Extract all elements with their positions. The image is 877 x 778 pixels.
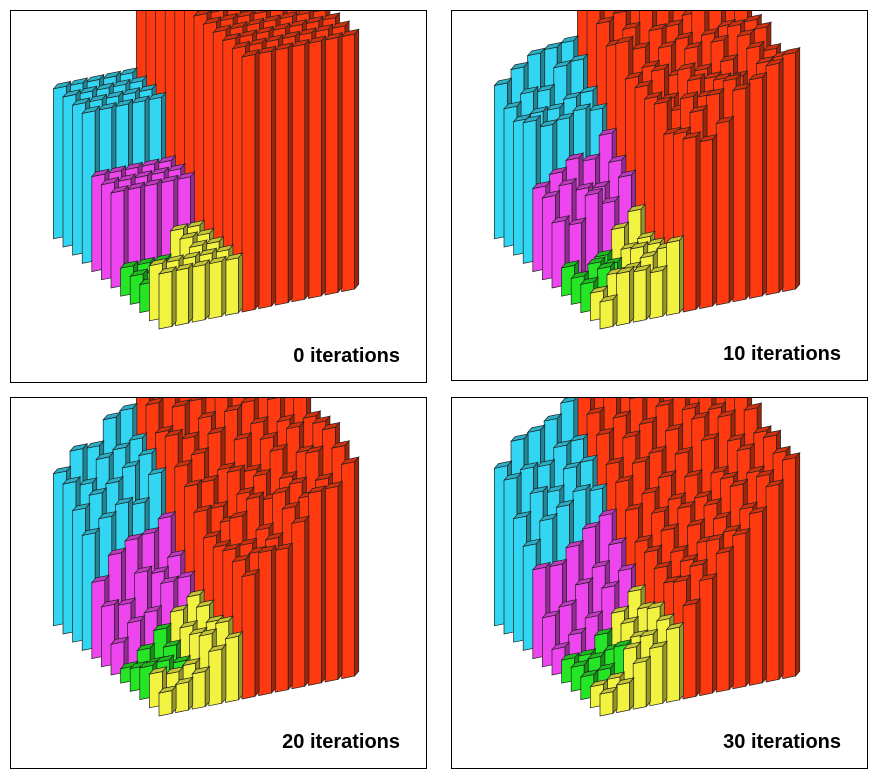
bar-yellow [207,643,227,707]
bar-magenta [110,636,130,676]
bar-red [241,568,261,700]
bar-yellow [615,676,635,714]
bar-yellow [174,262,194,327]
bar-red [274,542,294,693]
bar-yellow [158,265,178,330]
bar-yellow [599,685,619,717]
bar-grid-3d [493,398,801,717]
bar-red [698,133,718,310]
panel-10-iterations: 10 iterations [451,10,868,381]
bar-yellow [224,252,244,316]
bar-red [731,82,751,303]
panel-30-iterations: 30 iterations [451,397,868,769]
bar-yellow [632,263,652,323]
bar-red [290,515,310,690]
bar-yellow [665,234,685,316]
panel-20-iterations: 20 iterations [10,397,427,769]
bar-yellow [158,684,178,717]
panel-0-iterations: 0 iterations [10,10,427,383]
bar-red [715,115,735,306]
bar-grid-3d [493,11,801,330]
bar-red [765,57,785,296]
panel-caption: 10 iterations [723,343,841,365]
bar-red [324,480,344,683]
bar-yellow [632,655,652,710]
bar-red [257,544,277,697]
bar-red [307,35,327,299]
bar-red [257,45,277,310]
bar-red [781,46,801,293]
bar-red [274,41,294,306]
bar-red [241,48,261,313]
bar-magenta [110,184,130,289]
bar-red [340,456,360,680]
bar-red [290,38,310,303]
bar-yellow [224,630,244,703]
bar-red [781,451,801,680]
bar-yellow [599,293,619,330]
panel-caption: 0 iterations [293,345,400,367]
bar-yellow [648,264,668,320]
bar-red [715,545,735,693]
bar-red [324,31,344,296]
bar-red [682,597,702,700]
bar-yellow [207,255,227,320]
panel-caption: 30 iterations [723,731,841,753]
bar-grid-3d [52,11,360,330]
bar-yellow [648,640,668,707]
bar-red [682,130,702,313]
bar-yellow [174,676,194,714]
bar-red [698,572,718,697]
bar-red [731,527,751,690]
bar-yellow [191,665,211,710]
bar-red [748,71,768,299]
bar-grid-3d [52,398,360,717]
bar-yellow [191,258,211,323]
bar-yellow [615,265,635,327]
bar-yellow [665,621,685,703]
bar-red [765,478,785,683]
panel-caption: 20 iterations [282,731,400,753]
bar-red [748,505,768,686]
bar-red [307,484,327,686]
bar-red [340,28,360,293]
